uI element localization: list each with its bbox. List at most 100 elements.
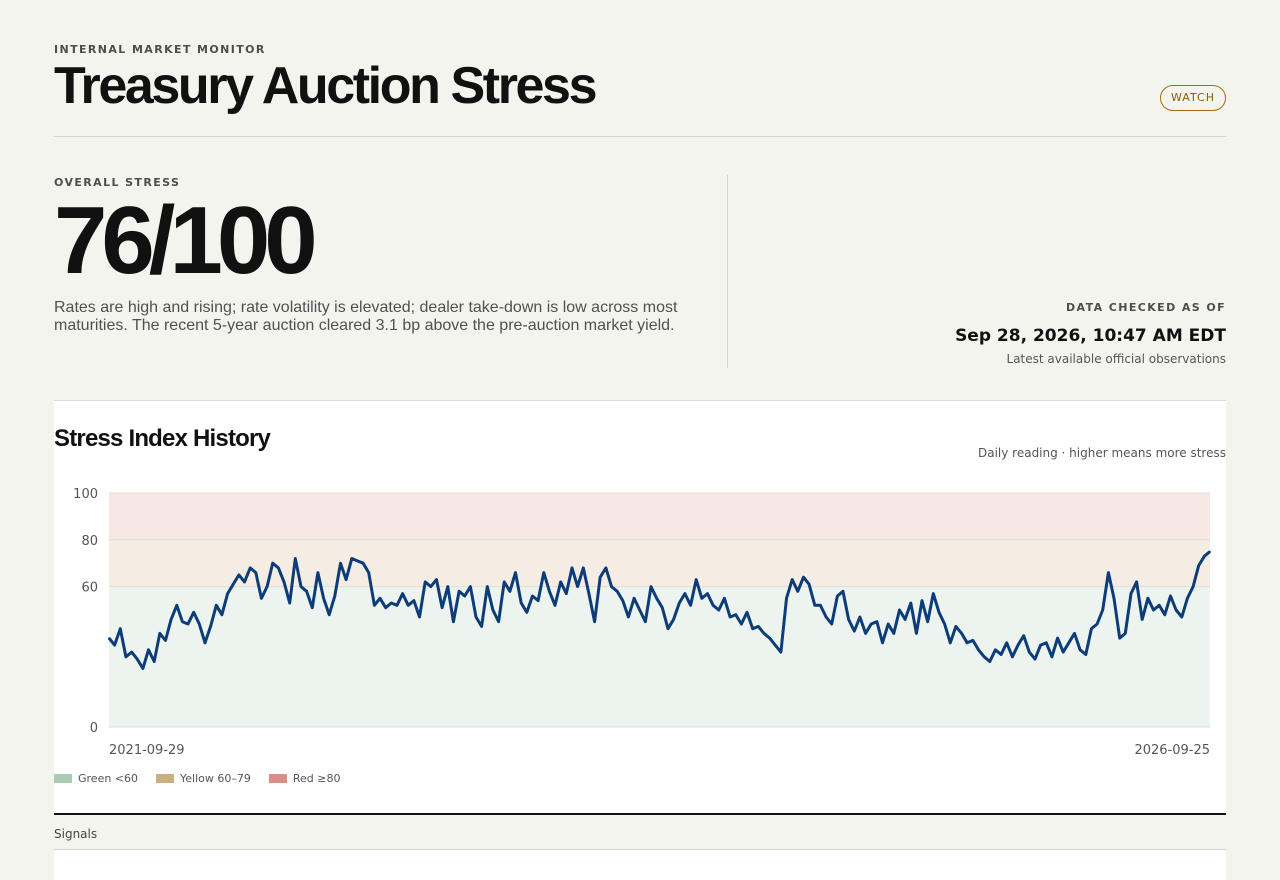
- data-point: [915, 632, 918, 635]
- data-point: [588, 592, 590, 595]
- data-point: [797, 590, 799, 593]
- data-point: [384, 606, 387, 609]
- data-point: [548, 590, 551, 593]
- data-point: [576, 585, 579, 588]
- data-point: [226, 592, 229, 595]
- data-point: [198, 623, 201, 625]
- data-point: [571, 567, 573, 569]
- data-point: [1152, 609, 1155, 611]
- data-point: [655, 597, 658, 600]
- data-point: [119, 627, 122, 630]
- data-point: [1056, 637, 1059, 639]
- data-point: [1022, 634, 1025, 637]
- data-point: [791, 578, 793, 581]
- data-point: [994, 649, 997, 651]
- legend-swatch-green: [54, 774, 72, 783]
- data-point: [898, 609, 901, 611]
- data-point: [926, 620, 929, 623]
- page-title: Treasury Auction Stress: [54, 57, 598, 115]
- data-point: [819, 604, 822, 607]
- data-checked-label: DATA CHECKED AS OF: [1066, 301, 1226, 314]
- data-point: [1085, 653, 1087, 656]
- y-tick-label: 80: [81, 534, 98, 549]
- data-point: [1130, 592, 1132, 595]
- data-point: [396, 604, 398, 607]
- data-point: [644, 620, 647, 623]
- data-point: [255, 571, 257, 574]
- data-point: [740, 623, 743, 625]
- zone-red: [109, 493, 1210, 540]
- y-tick-label: 60: [81, 581, 98, 596]
- x-tick-label: 2026-09-25: [1134, 743, 1210, 758]
- data-point: [1158, 604, 1160, 607]
- data-point: [723, 597, 726, 600]
- data-point: [830, 623, 833, 625]
- data-point: [441, 606, 443, 609]
- data-point: [972, 639, 974, 642]
- data-point: [565, 592, 568, 595]
- data-point: [808, 583, 810, 586]
- data-point: [401, 592, 404, 595]
- data-point: [283, 581, 285, 583]
- data-point: [701, 597, 703, 600]
- data-point: [757, 625, 760, 628]
- data-point: [1113, 597, 1115, 600]
- data-point: [108, 637, 110, 639]
- data-point: [943, 623, 946, 625]
- data-point: [209, 625, 212, 628]
- data-point: [435, 578, 438, 581]
- data-point: [142, 667, 144, 670]
- data-point: [881, 642, 884, 644]
- data-point: [204, 642, 206, 644]
- data-point: [746, 611, 748, 614]
- data-point: [181, 620, 184, 623]
- data-point: [638, 609, 641, 611]
- data-point: [661, 606, 664, 609]
- data-point: [1096, 623, 1098, 625]
- data-point: [243, 581, 246, 583]
- data-point: [729, 616, 731, 618]
- data-point: [514, 571, 517, 574]
- data-point: [497, 620, 500, 623]
- data-point: [176, 604, 178, 607]
- data-point: [232, 583, 234, 586]
- data-point: [300, 585, 302, 588]
- data-point: [249, 567, 251, 569]
- data-point: [475, 616, 477, 618]
- legend-swatch-red: [268, 774, 287, 783]
- data-point: [271, 562, 274, 564]
- data-point: [1192, 585, 1194, 588]
- data-point: [1141, 618, 1143, 621]
- x-tick-label: 2021-09-29: [109, 743, 185, 758]
- data-point: [1181, 616, 1183, 618]
- data-point: [1186, 597, 1189, 600]
- data-point: [1045, 642, 1048, 644]
- data-point: [695, 578, 697, 581]
- data-point: [853, 630, 856, 632]
- data-point: [367, 571, 370, 574]
- data-point: [125, 656, 127, 658]
- data-point: [977, 649, 980, 651]
- data-point: [531, 595, 534, 597]
- data-point: [164, 639, 167, 642]
- data-point: [430, 585, 432, 588]
- section-divider: [727, 175, 728, 368]
- data-point: [667, 627, 669, 630]
- data-point: [836, 595, 839, 597]
- legend-item-yellow: Yellow 60–79: [156, 772, 251, 785]
- data-point: [814, 604, 816, 607]
- data-point: [322, 597, 325, 600]
- header-divider: [54, 136, 1226, 137]
- legend-label-yellow: Yellow 60–79: [180, 772, 251, 785]
- data-point: [1118, 637, 1121, 639]
- data-point: [955, 625, 957, 628]
- data-point: [983, 656, 985, 658]
- data-point: [1107, 571, 1110, 574]
- data-point: [215, 604, 218, 607]
- data-point: [288, 602, 291, 604]
- data-point: [1147, 597, 1149, 600]
- data-point: [780, 651, 782, 653]
- data-point: [763, 632, 765, 635]
- data-point: [452, 620, 455, 623]
- legend-swatch-yellow: [156, 774, 175, 783]
